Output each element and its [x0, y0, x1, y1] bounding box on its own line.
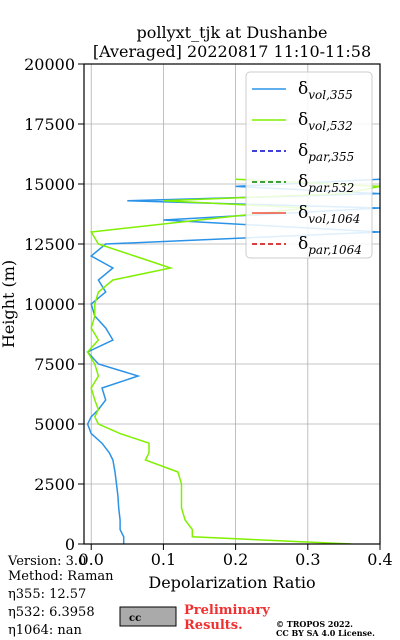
y-tick-label: 7500	[34, 355, 75, 374]
legend-label: δpar,355	[298, 141, 354, 164]
legend-label: δpar,1064	[298, 234, 362, 257]
info: Method: Raman	[8, 569, 114, 584]
x-tick-label: 0.4	[367, 550, 392, 569]
logo-badge-text: cc	[129, 613, 141, 624]
x-tick-label: 0.1	[151, 550, 176, 569]
y-tick-label: 10000	[24, 295, 75, 314]
y-tick-label: 12500	[24, 235, 75, 254]
legend-label: δvol,1064	[298, 203, 360, 226]
legend-label: δpar,532	[298, 172, 354, 195]
chart-title: pollyxt_tjk at Dushanbe	[136, 23, 327, 42]
logo-text: Preliminary	[184, 603, 270, 618]
logo-text: Results.	[184, 618, 243, 633]
legend-box	[245, 71, 373, 259]
x-tick-label: 0.0	[78, 550, 103, 569]
y-axis-label: Height (m)	[0, 260, 18, 348]
x-tick-label: 0.2	[223, 550, 248, 569]
info: η1064: nan	[8, 623, 83, 638]
copyright: © TROPOS 2022.	[276, 619, 353, 629]
y-tick-label: 0	[65, 535, 75, 554]
info: Version: 3.0	[7, 554, 86, 569]
chart-subtitle: [Averaged] 20220817 11:10-11:58	[93, 42, 371, 61]
y-tick-label: 5000	[34, 415, 75, 434]
data-line	[86, 178, 380, 544]
plot-frame	[83, 63, 381, 545]
info: η532: 6.3958	[8, 605, 95, 620]
legend-label: δvol,355	[298, 79, 353, 102]
x-tick-label: 0.3	[295, 550, 320, 569]
y-tick-label: 2500	[34, 475, 75, 494]
legend-label: δvol,532	[298, 110, 353, 133]
y-tick-label: 20000	[24, 55, 75, 74]
y-tick-label: 15000	[24, 175, 75, 194]
y-tick-label: 17500	[24, 115, 75, 134]
info: η355: 12.57	[8, 587, 86, 602]
logo-badge	[119, 606, 177, 627]
x-axis-label: Depolarization Ratio	[148, 573, 315, 592]
copyright: CC BY SA 4.0 License.	[276, 628, 375, 638]
